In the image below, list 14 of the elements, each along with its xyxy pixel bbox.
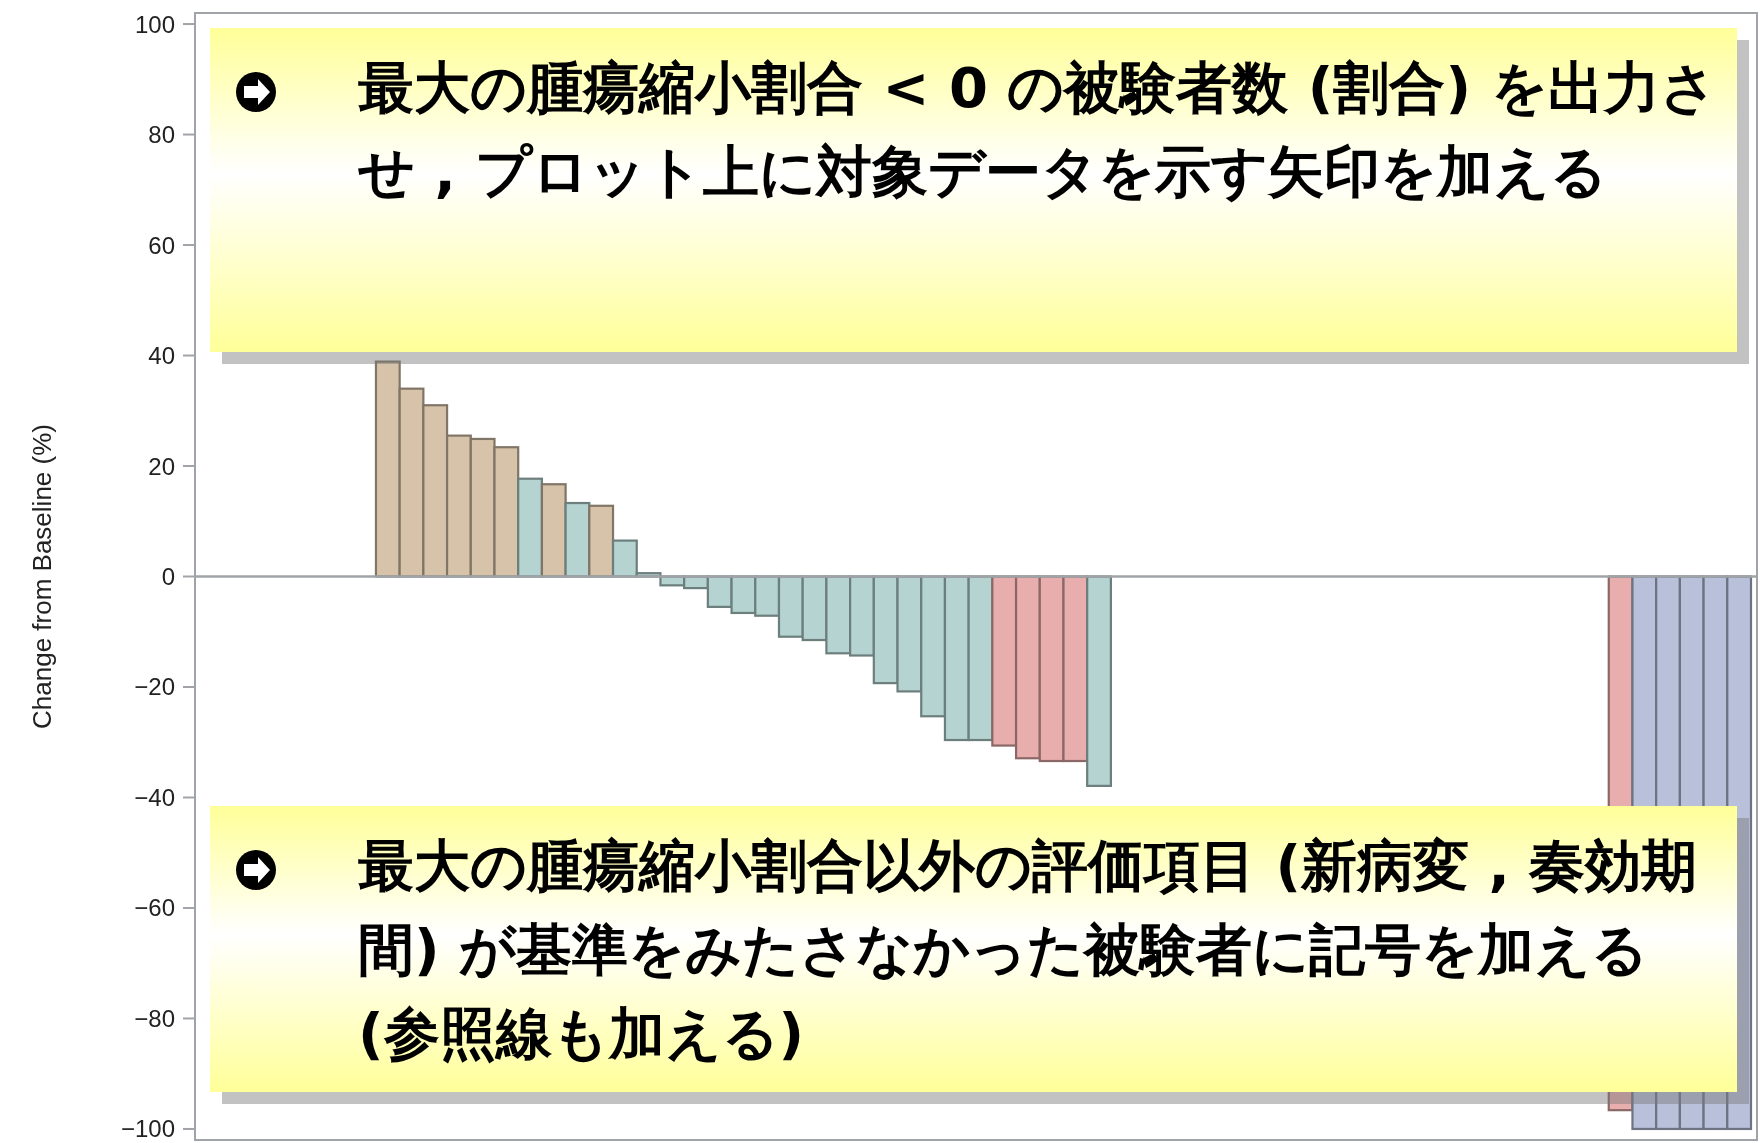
y-tick-label: 20 <box>148 452 175 480</box>
y-tick-label: 80 <box>148 121 175 149</box>
y-tick-label: 60 <box>148 231 175 259</box>
y-tick-label: −100 <box>120 1115 175 1143</box>
y-tick-label: −40 <box>134 783 175 811</box>
y-tick-label: −60 <box>134 894 175 922</box>
y-tick-label: −20 <box>134 673 175 701</box>
annotation: 最大の腫瘍縮小割合以外の評価項目 (新病変 , 奏効期間) が基準をみたさなかった被験者に記号を加える (参照線も加える) <box>358 832 1699 1068</box>
y-tick-label: 100 <box>134 10 175 38</box>
y-tick-label: −80 <box>134 1004 175 1032</box>
y-tick-label: 40 <box>148 342 175 370</box>
y-tick-label: 0 <box>161 563 175 590</box>
annotation: 最大の腫瘍縮小割合 < 0 の被験者数 (割合) を出力させ , プロット上に対象データを示す矢印を加える <box>358 54 1717 206</box>
y-axis-title: Change from Baseline (%) <box>27 424 57 729</box>
